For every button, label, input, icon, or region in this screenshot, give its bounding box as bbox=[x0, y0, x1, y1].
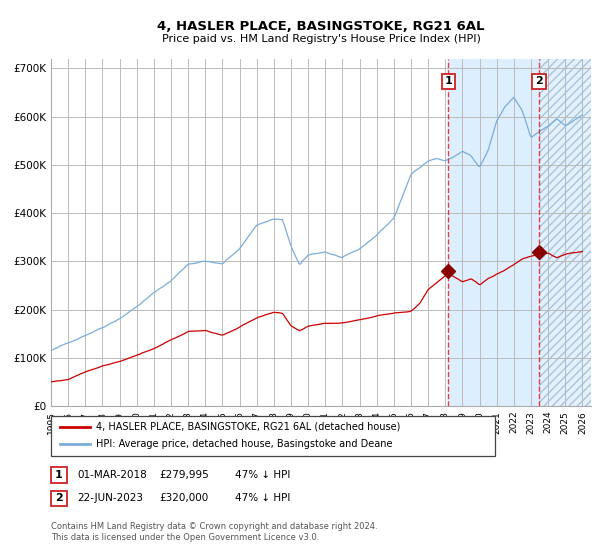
Text: 4, HASLER PLACE, BASINGSTOKE, RG21 6AL (detached house): 4, HASLER PLACE, BASINGSTOKE, RG21 6AL (… bbox=[96, 422, 400, 432]
Text: £279,995: £279,995 bbox=[160, 470, 209, 480]
Text: Contains HM Land Registry data © Crown copyright and database right 2024.: Contains HM Land Registry data © Crown c… bbox=[51, 522, 377, 531]
Text: This data is licensed under the Open Government Licence v3.0.: This data is licensed under the Open Gov… bbox=[51, 533, 319, 542]
Text: Price paid vs. HM Land Registry's House Price Index (HPI): Price paid vs. HM Land Registry's House … bbox=[161, 34, 481, 44]
Text: 1: 1 bbox=[55, 470, 62, 480]
Text: 47% ↓ HPI: 47% ↓ HPI bbox=[235, 470, 290, 480]
Bar bbox=[448, 59, 539, 406]
Text: 47% ↓ HPI: 47% ↓ HPI bbox=[235, 493, 290, 503]
Text: £320,000: £320,000 bbox=[160, 493, 209, 503]
Text: HPI: Average price, detached house, Basingstoke and Deane: HPI: Average price, detached house, Basi… bbox=[96, 439, 392, 449]
Text: 01-MAR-2018: 01-MAR-2018 bbox=[77, 470, 147, 480]
Text: 22-JUN-2023: 22-JUN-2023 bbox=[77, 493, 143, 503]
Text: 4, HASLER PLACE, BASINGSTOKE, RG21 6AL: 4, HASLER PLACE, BASINGSTOKE, RG21 6AL bbox=[157, 20, 485, 32]
Text: 2: 2 bbox=[535, 76, 543, 86]
Text: 2: 2 bbox=[55, 493, 62, 503]
Bar bbox=[539, 59, 591, 406]
Text: 1: 1 bbox=[445, 76, 452, 86]
